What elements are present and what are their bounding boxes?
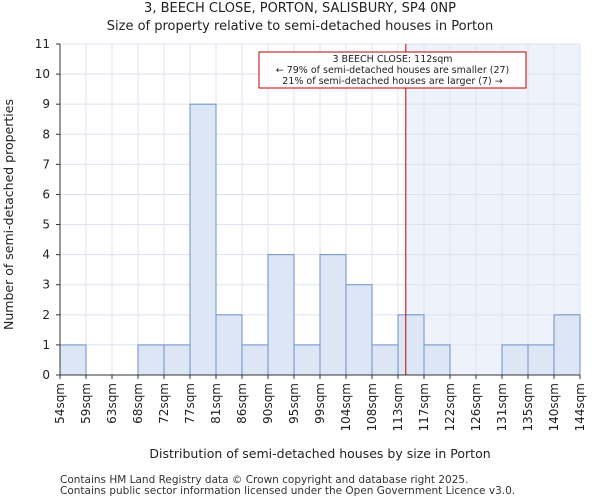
x-tick-label: 117sqm — [417, 383, 431, 431]
x-tick-label: 95sqm — [287, 383, 301, 424]
y-tick-label: 10 — [35, 67, 50, 81]
annotation-line: 21% of semi-detached houses are larger (… — [282, 76, 502, 87]
chart-subtitle: Size of property relative to semi-detach… — [106, 19, 494, 34]
y-tick-label: 0 — [42, 368, 50, 382]
histogram-bar — [527, 344, 555, 376]
histogram-bar — [371, 344, 399, 376]
chart-title: 3, BEECH CLOSE, PORTON, SALISBURY, SP4 0… — [144, 1, 456, 16]
footer-licence: Contains public sector information licen… — [60, 485, 516, 497]
x-tick-label: 144sqm — [573, 383, 587, 431]
histogram-bar — [553, 314, 581, 376]
annotation-line: ← 79% of semi-detached houses are smalle… — [276, 65, 510, 76]
histogram-chart: 0 1 2 3 4 5 6 7 8 9 10 11 54sqm 59sqm 63sqm 68sqm 72sqm 7… — [1, 37, 587, 461]
x-axis-label: Distribution of semi-detached houses by … — [149, 446, 490, 461]
x-tick-label: 108sqm — [365, 383, 379, 431]
y-tick-label: 1 — [42, 338, 50, 352]
x-tick-label: 131sqm — [495, 383, 509, 431]
x-tick-label: 86sqm — [235, 383, 249, 424]
histogram-bar — [397, 314, 425, 376]
y-tick-label: 2 — [42, 308, 50, 322]
x-tick-label: 104sqm — [339, 383, 353, 431]
y-tick-label: 5 — [42, 218, 50, 232]
histogram-bar — [501, 344, 529, 376]
histogram-bar — [241, 344, 269, 376]
histogram-bar — [319, 254, 347, 376]
y-tick-label: 8 — [42, 127, 50, 141]
x-tick-label: 77sqm — [183, 383, 197, 424]
x-tick-label: 140sqm — [547, 383, 561, 431]
x-tick-label: 81sqm — [209, 383, 223, 424]
larger-region-highlight — [405, 44, 580, 375]
histogram-bar — [137, 344, 165, 376]
x-tick-label: 135sqm — [521, 383, 535, 431]
histogram-bar — [267, 254, 295, 376]
histogram-bar — [189, 103, 217, 376]
x-tick-label: 90sqm — [261, 383, 275, 424]
y-tick-label: 11 — [35, 37, 50, 51]
y-tick-label: 7 — [42, 157, 50, 171]
x-tick-label: 72sqm — [157, 383, 171, 424]
y-axis-label: Number of semi-detached properties — [1, 99, 16, 330]
histogram-bar — [423, 344, 451, 376]
x-tick-label: 54sqm — [53, 383, 67, 424]
annotation-box — [258, 51, 527, 89]
y-tick-label: 3 — [42, 278, 50, 292]
histogram-bar — [163, 344, 191, 376]
x-tick-label: 126sqm — [469, 383, 483, 431]
x-tick-label: 68sqm — [131, 383, 145, 424]
annotation-line: 3 BEECH CLOSE: 112sqm — [332, 54, 452, 65]
histogram-bar — [345, 284, 373, 376]
y-tick-label: 6 — [42, 187, 50, 201]
y-tick-label: 4 — [42, 248, 50, 262]
x-tick-label: 122sqm — [443, 383, 457, 431]
histogram-bar — [293, 344, 321, 376]
x-tick-label: 59sqm — [79, 383, 93, 424]
histogram-bar — [215, 314, 243, 376]
x-tick-label: 113sqm — [391, 383, 405, 431]
footer-copyright: Contains HM Land Registry data © Crown c… — [60, 474, 469, 486]
y-tick-label: 9 — [42, 97, 50, 111]
x-tick-label: 63sqm — [105, 383, 119, 424]
histogram-bar — [59, 344, 87, 376]
x-tick-label: 99sqm — [313, 383, 327, 424]
